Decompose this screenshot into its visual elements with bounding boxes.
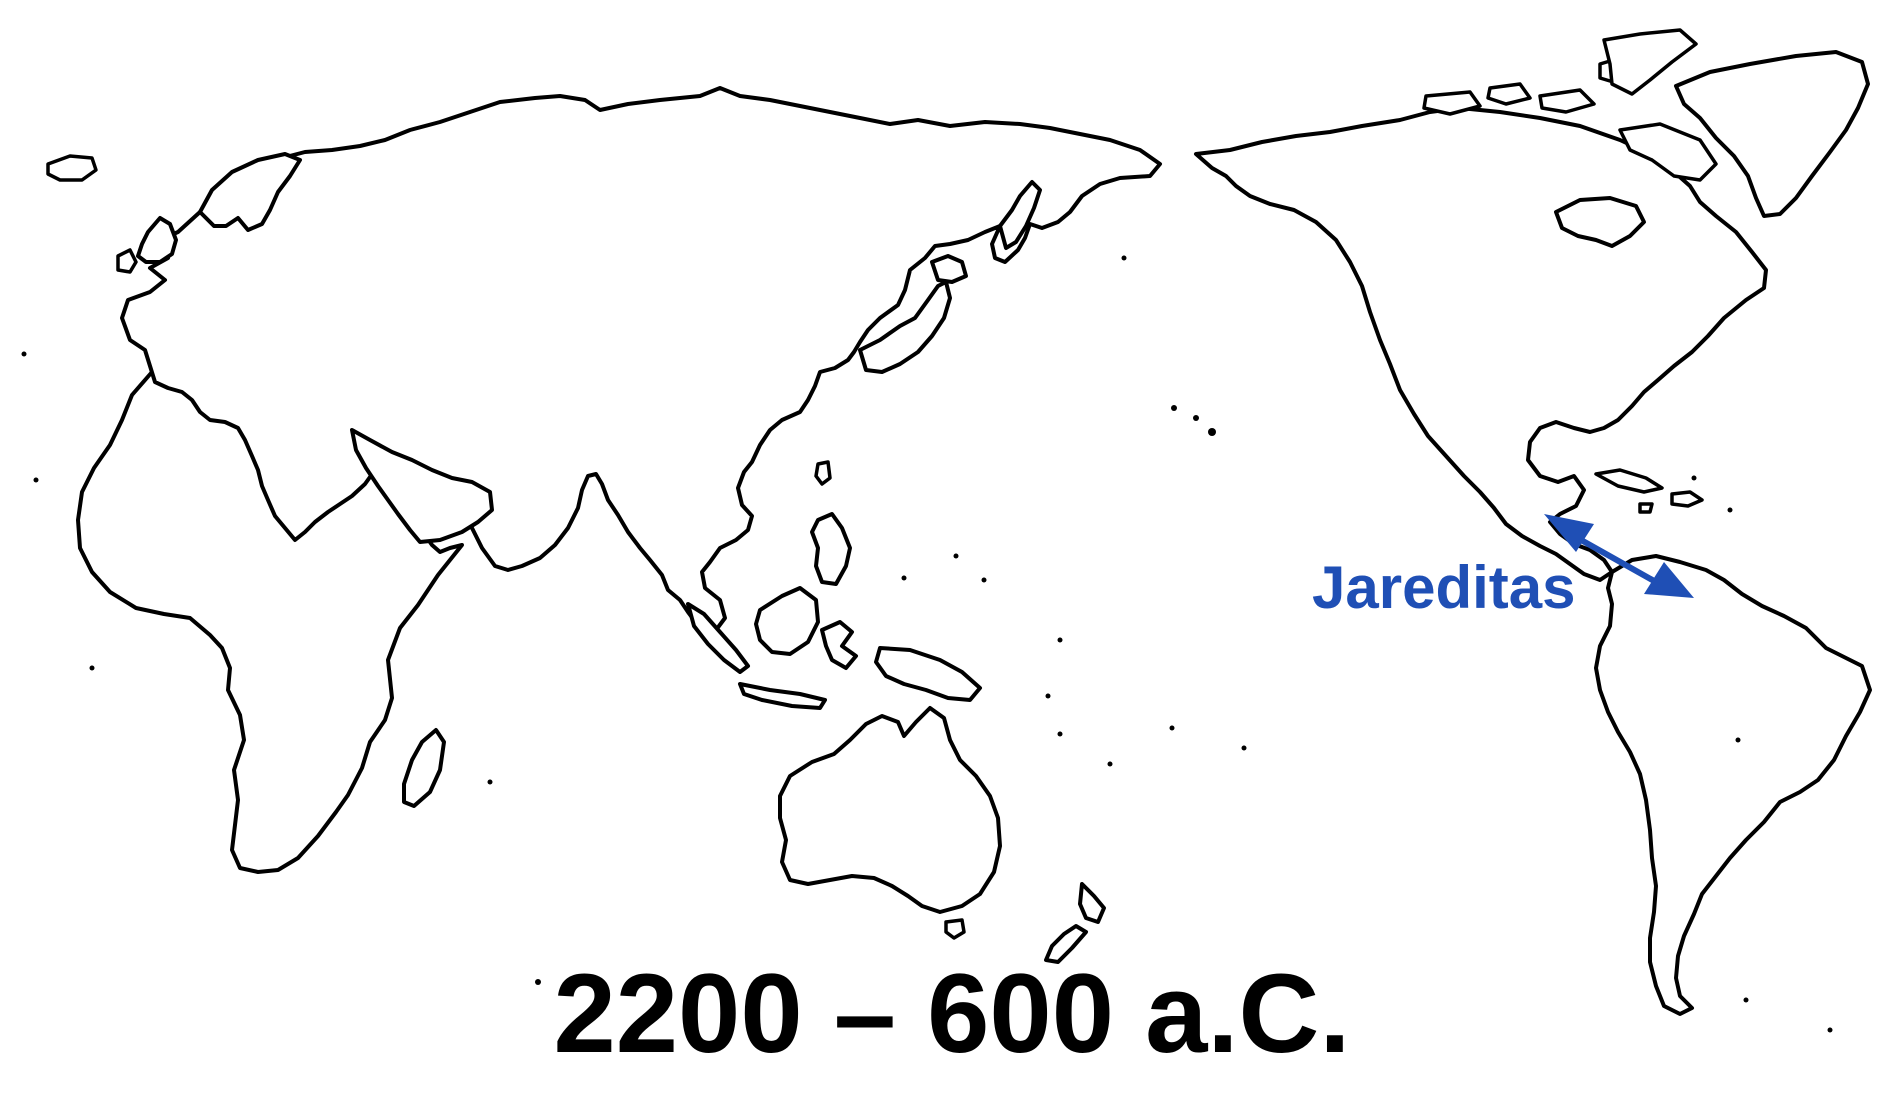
continent-south-america (1594, 554, 1872, 1016)
continent-north-america (1194, 106, 1768, 582)
island-taiwan (814, 460, 832, 486)
island-jamaica (1638, 502, 1654, 514)
migration-arrowhead-destination (1644, 562, 1694, 598)
island-new-zealand-north (1078, 882, 1106, 924)
atoll-dot (1691, 475, 1697, 481)
island-greenland (1674, 50, 1870, 218)
atoll-dot (901, 575, 907, 581)
atoll-dot (1827, 1027, 1833, 1033)
atoll-dot (1193, 415, 1199, 421)
island-arctic-1 (1422, 90, 1482, 116)
atoll-dot (89, 665, 95, 671)
atoll-dot (535, 979, 541, 985)
island-ireland (116, 248, 138, 274)
atoll-dot (953, 553, 959, 559)
island-java (738, 682, 827, 710)
atoll-dot (21, 351, 27, 357)
atoll-dot (1727, 507, 1733, 513)
atoll-dot (1241, 745, 1247, 751)
island-iceland (46, 154, 98, 182)
migration-arrow-shaft (1571, 533, 1659, 585)
island-sulawesi (820, 620, 858, 670)
atoll-dot (1057, 637, 1063, 643)
island-madagascar (402, 728, 446, 808)
island-arctic-2 (1486, 82, 1532, 106)
island-baffin (1618, 122, 1718, 182)
region-scandinavia (198, 152, 302, 232)
atoll-dot (1045, 693, 1051, 699)
region-kamchatka (998, 180, 1042, 250)
atoll-dot (1208, 428, 1216, 436)
continent-australia (778, 706, 1002, 914)
region-arabia (350, 428, 494, 544)
atoll-dot (487, 779, 493, 785)
atoll-dot (1735, 737, 1741, 743)
island-borneo (754, 586, 820, 656)
island-japan-honshu (858, 280, 952, 374)
atoll-dot (1169, 725, 1175, 731)
atoll-dot (981, 577, 987, 583)
island-hispaniola (1670, 490, 1704, 508)
island-ellesmere (1602, 28, 1698, 96)
date-range-caption: 2200 – 600 a.C. (553, 951, 1351, 1076)
atoll-dot (33, 477, 39, 483)
migration-arrowhead-origin (1544, 514, 1594, 552)
atoll-dot (1743, 997, 1749, 1003)
island-cuba (1594, 468, 1664, 494)
island-philippines (810, 512, 852, 586)
water-hudson-bay (1554, 196, 1646, 248)
atoll-dot (1171, 405, 1177, 411)
island-britain (136, 216, 178, 264)
island-sumatra (686, 602, 750, 674)
migration-label: Jareditas (1312, 554, 1576, 621)
island-arctic-3 (1538, 88, 1596, 114)
atoll-dot (1057, 731, 1063, 737)
island-new-zealand-south (1044, 924, 1088, 964)
island-japan-hokkaido (930, 254, 968, 284)
atoll-dot (1107, 761, 1113, 767)
island-tasmania (944, 918, 966, 940)
island-new-guinea (874, 646, 982, 702)
atoll-dot (1121, 255, 1127, 261)
